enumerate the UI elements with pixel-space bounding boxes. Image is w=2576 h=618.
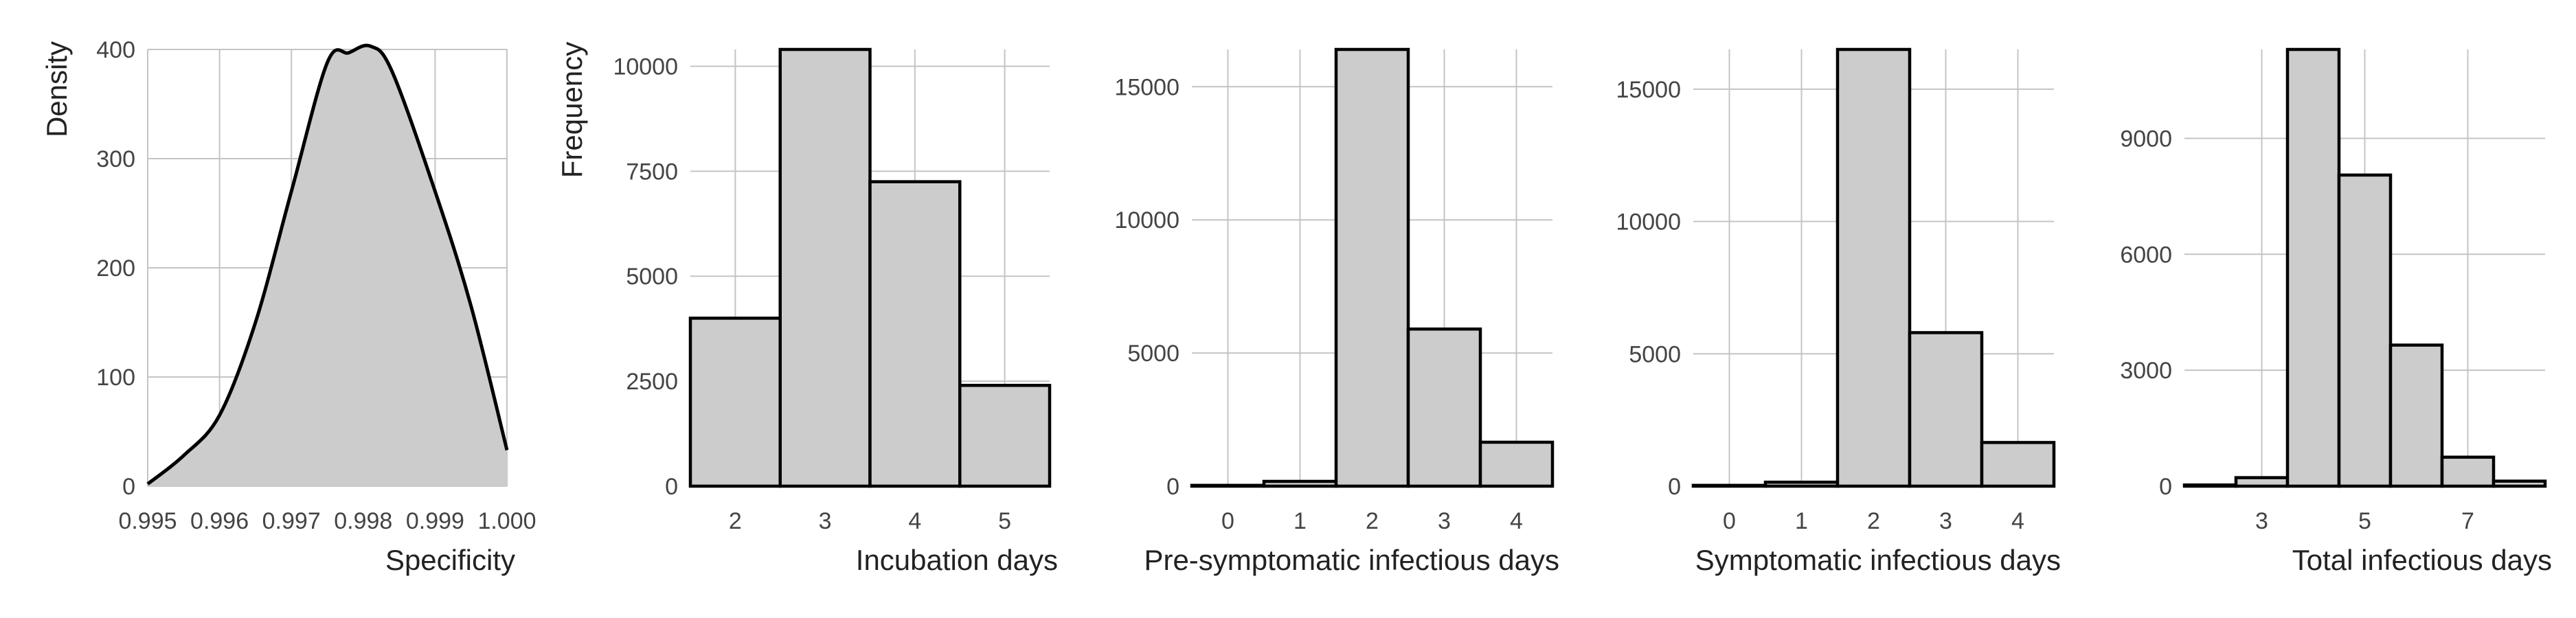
- x-tick-label: 0.998: [334, 508, 392, 534]
- histogram-bar: [2337, 173, 2393, 488]
- panel-specificity: 0 100 200 300 400 0.995 0.996 0.997 0.998 0.999 1.…: [41, 37, 536, 576]
- x-tick-label: 3: [1438, 508, 1451, 534]
- density-marks: [146, 43, 509, 487]
- y-tick-label: 10000: [1616, 209, 1681, 236]
- histogram-bar: [1835, 47, 1912, 488]
- histogram-bar: [2388, 343, 2444, 488]
- x-tick-label: 4: [1510, 508, 1523, 534]
- y-tick-label: 0: [1166, 474, 1179, 500]
- histogram-bar: [868, 180, 962, 488]
- x-axis-title: Pre-symptomatic infectious days: [1144, 544, 1559, 576]
- histogram-bar: [1980, 441, 2056, 488]
- x-tick-label: 2: [1867, 508, 1880, 534]
- y-tick-label: 0: [122, 474, 135, 500]
- y-axis-title: Frequency: [556, 42, 588, 178]
- histogram-bar: [1190, 483, 1266, 488]
- y-tick-label: 15000: [1616, 77, 1681, 103]
- histogram-bar: [1334, 47, 1410, 488]
- histogram-bar: [1406, 327, 1482, 488]
- histogram-bar: [1691, 483, 1767, 488]
- x-tick-label: 1: [1795, 508, 1808, 534]
- tick-labels: 0 2500 5000 7500 10000 2 3 4 5: [613, 54, 1011, 534]
- y-tick-label: 9000: [2120, 126, 2172, 152]
- histogram-bar: [1262, 479, 1338, 488]
- y-tick-label: 0: [1668, 474, 1681, 500]
- density-line: [146, 43, 509, 485]
- x-tick-label: 7: [2461, 508, 2474, 534]
- histogram-bar: [958, 383, 1052, 488]
- histogram-bars: [1691, 47, 2056, 488]
- y-tick-label: 200: [96, 255, 135, 282]
- y-tick-label: 15000: [1114, 74, 1179, 100]
- x-axis-title: Specificity: [385, 544, 515, 576]
- x-tick-label: 3: [1939, 508, 1952, 534]
- panel-pre-symptomatic-infectious-days: 0 5000 10000 15000 0 1 2 3 4 Pre-symptomatic inf…: [1114, 47, 1559, 576]
- density-area: [148, 45, 507, 487]
- x-tick-label: 5: [2358, 508, 2371, 534]
- tick-labels: 0 5000 10000 15000 0 1 2 3 4: [1114, 74, 1523, 534]
- histogram-bars: [2182, 47, 2547, 488]
- y-tick-label: 5000: [626, 264, 678, 290]
- histogram-bar: [2182, 483, 2238, 488]
- y-tick-label: 0: [665, 474, 678, 500]
- tick-labels: 0 100 200 300 400 0.995 0.996 0.997 0.998 0.999 1.…: [96, 37, 536, 534]
- x-tick-label: 0.996: [190, 508, 249, 534]
- panel-incubation-days: 0 2500 5000 7500 10000 2 3 4 5 Incubation days F…: [556, 42, 1058, 576]
- x-tick-label: 3: [2255, 508, 2268, 534]
- y-tick-label: 7500: [626, 159, 678, 185]
- tick-labels: 0 5000 10000 15000 0 1 2 3 4: [1616, 77, 2024, 534]
- histogram-bar: [1908, 331, 1984, 488]
- y-tick-label: 10000: [613, 54, 678, 80]
- panel-symptomatic-infectious-days: 0 5000 10000 15000 0 1 2 3 4 Symptomatic infecti…: [1616, 47, 2061, 576]
- y-tick-label: 2500: [626, 369, 678, 395]
- y-axis-title: Density: [41, 41, 73, 137]
- x-axis-title: Incubation days: [856, 544, 1058, 576]
- x-tick-label: 1: [1293, 508, 1307, 534]
- x-tick-label: 0: [1221, 508, 1234, 534]
- y-tick-label: 5000: [1127, 341, 1179, 367]
- x-tick-label: 0.999: [406, 508, 464, 534]
- histogram-bars: [1190, 47, 1555, 488]
- histogram-bar: [1763, 480, 1840, 488]
- y-tick-label: 300: [96, 146, 135, 172]
- y-tick-label: 5000: [1629, 341, 1681, 367]
- histogram-bar: [2234, 476, 2290, 488]
- x-tick-label: 0.995: [118, 508, 177, 534]
- y-tick-label: 0: [2159, 474, 2172, 500]
- histogram-bar: [2440, 455, 2496, 488]
- x-tick-label: 1.000: [477, 508, 536, 534]
- panel-total-infectious-days: 0 3000 6000 9000 3 5 7 Total infectious days: [2120, 47, 2552, 576]
- histogram-bar: [2492, 479, 2547, 488]
- x-tick-label: 4: [908, 508, 921, 534]
- histogram-bar: [2285, 47, 2341, 488]
- x-tick-label: 5: [998, 508, 1011, 534]
- y-tick-label: 400: [96, 37, 135, 63]
- histogram-bar: [688, 317, 782, 488]
- x-tick-label: 2: [1366, 508, 1379, 534]
- x-tick-label: 0.997: [262, 508, 321, 534]
- x-axis-title: Symptomatic infectious days: [1695, 544, 2061, 576]
- x-tick-label: 4: [2011, 508, 2024, 534]
- x-tick-label: 0: [1723, 508, 1736, 534]
- y-tick-label: 6000: [2120, 242, 2172, 268]
- tick-labels: 0 3000 6000 9000 3 5 7: [2120, 126, 2474, 534]
- histogram-bars: [688, 47, 1052, 488]
- y-tick-label: 3000: [2120, 358, 2172, 384]
- x-tick-label: 3: [819, 508, 832, 534]
- y-tick-label: 100: [96, 365, 135, 391]
- y-tick-label: 10000: [1114, 207, 1179, 233]
- x-axis-title: Total infectious days: [2292, 544, 2552, 576]
- histogram-bar: [778, 47, 872, 488]
- histogram-bar: [1478, 440, 1555, 488]
- x-tick-label: 2: [729, 508, 742, 534]
